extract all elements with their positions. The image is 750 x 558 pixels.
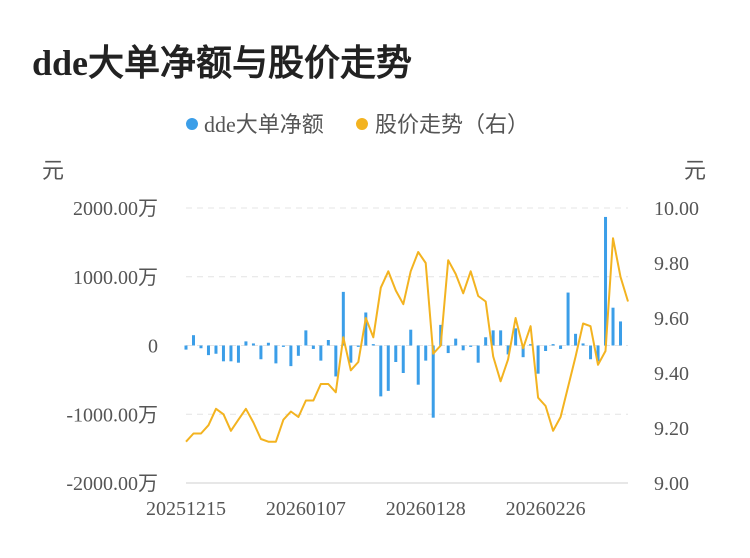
dde-bar[interactable] <box>214 345 218 354</box>
dde-bar[interactable] <box>349 345 353 363</box>
dde-bar[interactable] <box>611 307 615 346</box>
left-axis-unit: 元 <box>42 158 64 183</box>
dde-bar[interactable] <box>499 330 503 346</box>
chart-title: dde大单净额与股价走势 <box>32 43 413 83</box>
left-tick-label: -1000.00万 <box>66 404 158 426</box>
left-tick-label: 1000.00万 <box>73 267 158 289</box>
legend-marker-price <box>356 118 368 130</box>
x-tick-label: 20251215 <box>146 498 226 520</box>
dde-bar[interactable] <box>536 345 540 374</box>
dde-bar[interactable] <box>401 345 405 374</box>
dde-bar[interactable] <box>259 345 263 360</box>
left-tick-label: 0 <box>148 336 158 358</box>
right-tick-label: 9.40 <box>654 363 689 385</box>
price-line <box>185 237 629 443</box>
dde-bar[interactable] <box>424 345 428 361</box>
dde-bar[interactable] <box>319 345 323 361</box>
dde-bar[interactable] <box>386 345 390 391</box>
right-tick-label: 9.20 <box>654 418 689 440</box>
x-tick-label: 20260128 <box>386 498 466 520</box>
dde-bar[interactable] <box>596 345 600 362</box>
dde-bar[interactable] <box>559 345 563 349</box>
dde-bar[interactable] <box>229 345 233 362</box>
dde-bar[interactable] <box>334 345 338 377</box>
dde-bar[interactable] <box>484 337 488 346</box>
gridlines <box>186 207 628 484</box>
dde-bar[interactable] <box>544 345 548 352</box>
dde-bar[interactable] <box>431 345 435 418</box>
dde-bar[interactable] <box>529 344 533 346</box>
left-tick-label: 2000.00万 <box>73 198 158 220</box>
dde-bar[interactable] <box>304 330 308 346</box>
dde-bar[interactable] <box>394 345 398 363</box>
x-tick-label: 20260107 <box>266 498 346 520</box>
legend-label-price[interactable]: 股价走势（右） <box>375 112 529 137</box>
x-axis-ticks: 20251215 20260107 20260128 20260226 <box>146 498 586 520</box>
legend: dde大单净额 股价走势（右） <box>186 112 529 137</box>
dde-bar[interactable] <box>446 345 450 354</box>
dde-bar[interactable] <box>236 345 240 363</box>
x-tick-label: 20260226 <box>506 498 586 520</box>
dde-bar[interactable] <box>184 345 188 350</box>
dde-bar[interactable] <box>191 335 195 346</box>
dde-bar[interactable] <box>274 345 278 364</box>
dde-bar[interactable] <box>476 345 480 363</box>
dde-bar[interactable] <box>491 330 495 346</box>
price-line-path[interactable] <box>185 237 629 443</box>
dde-bar[interactable] <box>604 216 608 346</box>
dde-bar[interactable] <box>371 344 375 346</box>
dde-bar[interactable] <box>341 291 345 346</box>
dde-bar[interactable] <box>461 345 465 351</box>
dde-bar[interactable] <box>251 343 255 346</box>
dde-bar[interactable] <box>409 329 413 346</box>
dde-bar[interactable] <box>379 345 383 397</box>
dde-bar[interactable] <box>199 345 203 349</box>
dde-bar[interactable] <box>521 345 525 358</box>
right-tick-label: 9.00 <box>654 473 689 495</box>
right-axis-unit: 元 <box>684 158 706 183</box>
dde-bar[interactable] <box>281 345 285 347</box>
dde-bar[interactable] <box>581 343 585 346</box>
dde-bar[interactable] <box>296 345 300 356</box>
dde-bar[interactable] <box>566 292 570 346</box>
dde-bars <box>184 216 623 418</box>
dde-bar[interactable] <box>326 340 330 346</box>
dde-bar[interactable] <box>574 333 578 346</box>
dde-bar[interactable] <box>514 328 518 346</box>
dde-bar[interactable] <box>266 342 270 346</box>
dde-bar[interactable] <box>551 344 555 346</box>
dde-bar[interactable] <box>356 345 360 347</box>
dde-bar[interactable] <box>221 345 225 362</box>
legend-label-dde[interactable]: dde大单净额 <box>204 112 324 137</box>
dde-bar[interactable] <box>469 345 473 347</box>
left-tick-label: -2000.00万 <box>66 473 158 495</box>
dde-bar[interactable] <box>619 321 623 346</box>
left-axis-ticks: 2000.00万 1000.00万 0 -1000.00万 -2000.00万 <box>66 198 158 495</box>
right-tick-label: 10.00 <box>654 198 699 220</box>
dde-bar[interactable] <box>244 341 248 346</box>
dde-bar[interactable] <box>311 345 315 349</box>
dde-bar[interactable] <box>506 345 510 355</box>
right-tick-label: 9.80 <box>654 253 689 275</box>
dde-bar[interactable] <box>289 345 293 367</box>
legend-marker-dde <box>186 118 198 130</box>
right-axis-ticks: 10.00 9.80 9.60 9.40 9.20 9.00 <box>654 198 699 495</box>
dde-bar[interactable] <box>454 338 458 346</box>
dde-bar[interactable] <box>589 345 593 360</box>
right-tick-label: 9.60 <box>654 308 689 330</box>
dde-bar[interactable] <box>206 345 210 356</box>
dde-bar[interactable] <box>364 312 368 346</box>
dde-bar[interactable] <box>416 345 420 385</box>
